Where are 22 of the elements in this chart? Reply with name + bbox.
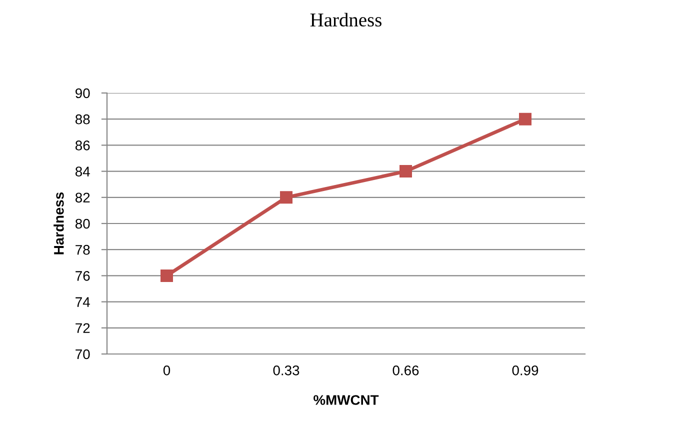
y-tick-label: 72 [76,323,90,333]
x-tick-label: 0.99 [512,365,538,376]
y-axis-title: Hardness [54,192,64,254]
y-tick-label: 74 [76,297,90,307]
point [400,165,412,178]
point [519,112,532,126]
y-tick-label: 88 [75,114,90,124]
x-tick-label: 0.33 [273,365,300,376]
y-tick-label: 70 [76,349,90,360]
chart-title: Hardness [310,12,382,27]
y-tick-label: 76 [76,271,90,281]
point [280,191,292,204]
x-tick-label: 0.66 [392,365,419,376]
point [160,269,173,282]
y-tick-label: 80 [75,218,90,229]
y-tick-label: 78 [76,244,90,255]
y-tick-label: 90 [76,88,90,98]
y-tick-label: 86 [75,140,90,150]
x-tick-label: 0 [163,365,170,376]
y-tick-label: 84 [75,166,90,176]
x-axis-title: %MWCNT [314,395,379,405]
y-tick-label: 82 [75,192,90,203]
